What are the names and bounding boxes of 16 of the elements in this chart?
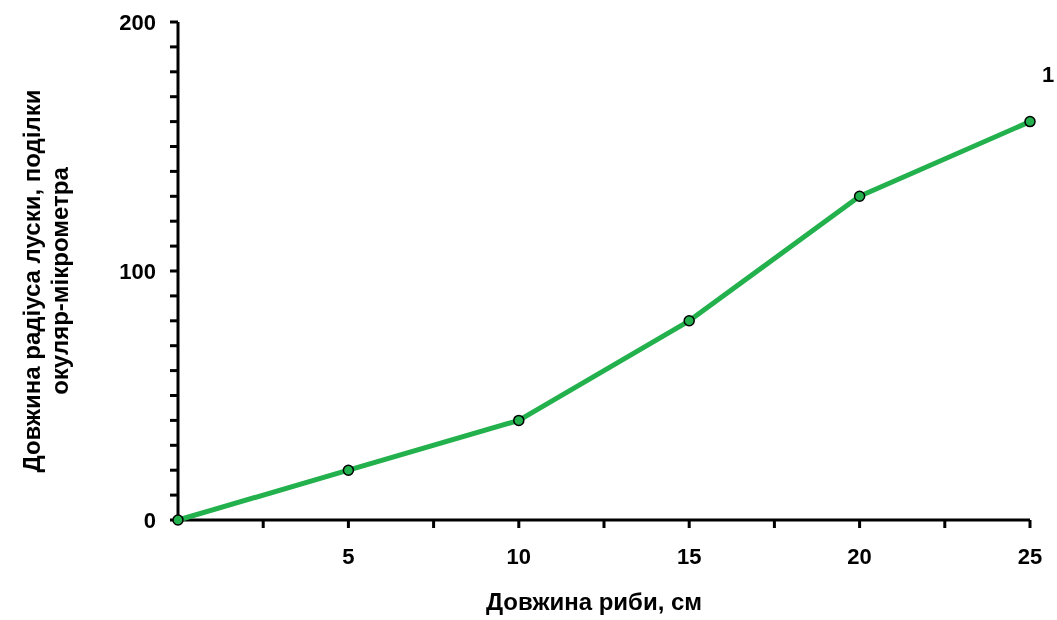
point <box>513 414 525 427</box>
x-tick-label: 10 <box>506 544 532 569</box>
x-tick-label: 20 <box>847 544 872 569</box>
x-tick-label: 5 <box>342 544 355 569</box>
y-axis-title: Довжина радіуса луски, поділки окуляр-мікрометра <box>18 89 73 473</box>
x-tick-label: 15 <box>676 544 702 569</box>
y-tick-label: 0 <box>143 508 156 533</box>
series-label: 1 <box>1042 61 1055 87</box>
x-tick-label: 25 <box>1017 544 1043 569</box>
y-tick-label: 100 <box>119 259 156 284</box>
point <box>853 190 866 203</box>
point <box>1024 115 1036 128</box>
point <box>683 315 695 327</box>
x-axis-title: Довжина риби, см <box>485 588 703 615</box>
point <box>342 464 355 476</box>
y-tick-label: 200 <box>119 10 156 35</box>
